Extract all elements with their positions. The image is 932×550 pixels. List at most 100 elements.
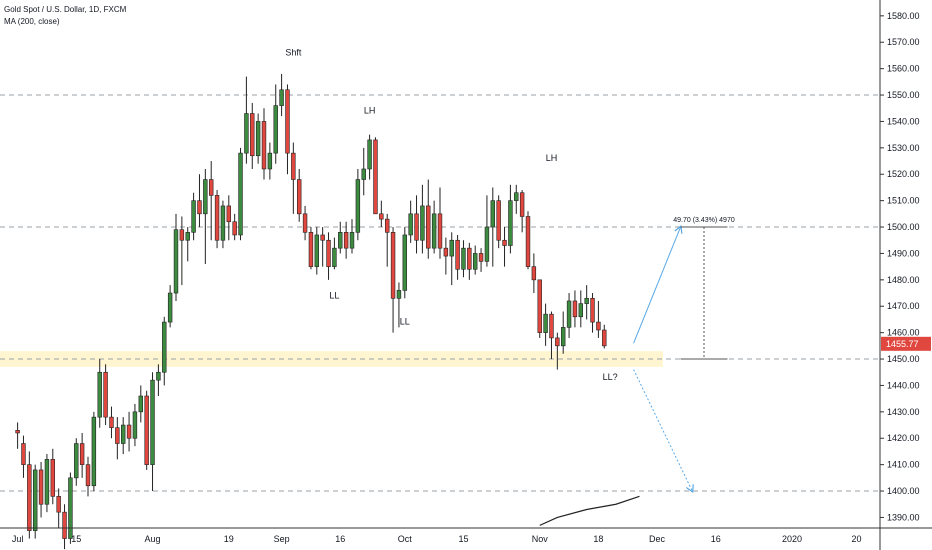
candle-body <box>62 511 67 539</box>
candle-body <box>197 200 202 215</box>
candle-body <box>326 239 331 267</box>
candle-body <box>250 113 255 157</box>
candle-body <box>308 232 314 267</box>
indicator-label: MA (200, close) <box>4 17 60 26</box>
chart-annotation: Shft <box>285 47 302 57</box>
candle-body <box>50 459 56 497</box>
candle-body <box>273 105 278 154</box>
x-tick-label: Nov <box>532 534 549 544</box>
y-tick-label: 1410.00 <box>887 460 920 470</box>
y-tick-label: 1480.00 <box>887 275 920 285</box>
candle-body <box>115 427 120 444</box>
candle-body <box>120 424 126 444</box>
candle-body <box>44 459 50 505</box>
candle-body <box>437 213 443 249</box>
candle-body <box>97 371 102 418</box>
x-tick-label: 15 <box>458 534 468 544</box>
projection-arrow <box>633 369 693 491</box>
candle-body <box>150 379 155 465</box>
x-tick-label: 16 <box>335 534 345 544</box>
y-tick-label: 1400.00 <box>887 486 920 496</box>
y-tick-label: 1510.00 <box>887 196 920 206</box>
candle-body <box>173 229 179 294</box>
x-tick-label: Dec <box>649 534 666 544</box>
measure-label: 49.70 (3.43%) 4970 <box>673 217 735 224</box>
y-tick-label: 1540.00 <box>887 116 920 126</box>
candle-body <box>560 327 566 347</box>
candle-body <box>238 152 243 236</box>
x-tick-label: 18 <box>593 534 603 544</box>
candle-body <box>296 179 302 215</box>
candle-body <box>15 430 20 434</box>
candle-body <box>214 195 220 241</box>
y-tick-label: 1470.00 <box>887 301 920 311</box>
candle-body <box>449 239 454 257</box>
candle-body <box>549 313 554 339</box>
x-tick-label: 20 <box>852 534 862 544</box>
candle-body <box>531 266 537 281</box>
candle-body <box>584 298 589 304</box>
candle-body <box>461 247 466 270</box>
chart-annotation: LH <box>546 153 558 163</box>
candle-body <box>244 113 249 154</box>
candle-body <box>373 139 378 215</box>
candle-body <box>414 213 419 241</box>
candle-body <box>408 213 413 236</box>
candle-body <box>74 443 79 479</box>
y-tick-label: 1580.00 <box>887 11 920 21</box>
candle-body <box>179 229 185 241</box>
candle-body <box>525 216 531 267</box>
x-tick-label: Jul <box>12 534 24 544</box>
candle-body <box>261 121 267 170</box>
candle-body <box>566 300 572 328</box>
candle-body <box>68 477 73 539</box>
candle-body <box>578 303 584 318</box>
candle-body <box>478 253 484 262</box>
chart-annotation: LH <box>364 106 376 116</box>
y-tick-label: 1570.00 <box>887 37 920 47</box>
candle-body <box>508 200 513 246</box>
y-tick-label: 1560.00 <box>887 64 920 74</box>
y-tick-label: 1490.00 <box>887 248 920 258</box>
candle-body <box>602 329 607 347</box>
candle-body <box>443 247 449 257</box>
candle-body <box>126 424 132 439</box>
candle-body <box>379 213 384 220</box>
candle-body <box>455 239 460 270</box>
candle-body <box>302 213 308 233</box>
ma200-line <box>539 495 640 526</box>
candle-body <box>91 416 97 487</box>
chart-annotation: LL? <box>603 372 618 382</box>
candle-body <box>79 443 85 465</box>
chart-annotation: LL <box>329 290 339 300</box>
x-tick-label: 19 <box>224 534 234 544</box>
candle-body <box>496 200 501 241</box>
projection-arrow <box>633 227 681 344</box>
candle-body <box>109 416 114 428</box>
x-tick-label: 16 <box>711 534 721 544</box>
candle-body <box>85 464 91 487</box>
candle-body <box>590 298 595 323</box>
y-tick-label: 1430.00 <box>887 407 920 417</box>
candle-body <box>519 192 525 217</box>
candle-body <box>220 205 226 241</box>
candle-body <box>490 200 496 228</box>
candle-body <box>132 411 138 439</box>
candle-body <box>537 279 542 333</box>
candle-body <box>355 179 361 233</box>
candle-body <box>467 247 472 270</box>
y-tick-label: 1420.00 <box>887 433 920 443</box>
x-tick-label: Aug <box>145 534 161 544</box>
y-tick-label: 1520.00 <box>887 169 920 179</box>
candle-body <box>156 371 161 381</box>
candle-body <box>514 192 519 201</box>
y-tick-label: 1530.00 <box>887 143 920 153</box>
candle-body <box>279 89 284 106</box>
candle-body <box>291 152 296 180</box>
candle-body <box>27 464 32 531</box>
chart-legend: Gold Spot / U.S. Dollar, 1D, FXCM MA (20… <box>4 4 126 28</box>
candle-body <box>255 121 261 157</box>
y-tick-label: 1390.00 <box>887 512 920 522</box>
y-tick-label: 1500.00 <box>887 222 920 232</box>
